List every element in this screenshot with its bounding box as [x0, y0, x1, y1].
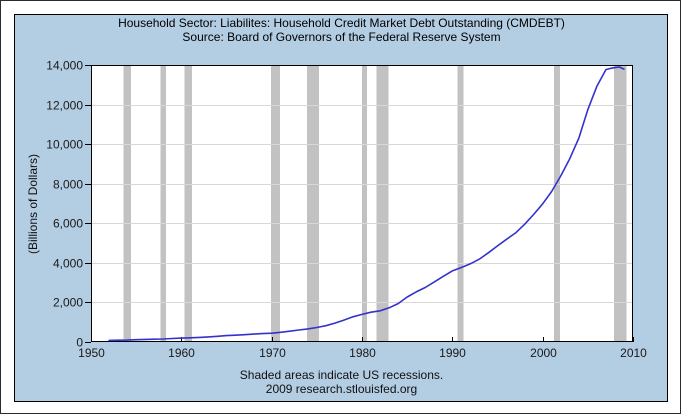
attribution-line: 2009 research.stlouisfed.org	[265, 382, 418, 396]
y-axis-label: (Billions of Dollars)	[26, 153, 40, 255]
recession-band	[270, 65, 280, 342]
x-tick-label: 1950	[78, 346, 105, 360]
x-tick-label: 1970	[259, 346, 286, 360]
y-tick-label: 0	[76, 336, 83, 350]
data-line-cmdebt	[108, 66, 625, 342]
recession-band	[123, 65, 131, 342]
recession-band	[160, 65, 167, 342]
recession-band	[184, 65, 192, 342]
x-tick-label: 2000	[530, 346, 557, 360]
y-tick-label: 12,000	[46, 99, 83, 113]
y-tick-label: 10,000	[46, 138, 83, 152]
chart-source-line: Source: Board of Governors of the Federa…	[182, 30, 501, 44]
y-tick-label: 6,000	[53, 217, 83, 231]
x-tick-label: 1990	[439, 346, 466, 360]
x-tick-label: 1980	[349, 346, 376, 360]
recession-band	[307, 65, 320, 342]
recession-band	[376, 65, 389, 342]
x-tick-label: 2010	[620, 346, 647, 360]
y-tick-label: 2,000	[53, 296, 83, 310]
y-tick-label: 8,000	[53, 178, 83, 192]
recession-band	[614, 65, 627, 342]
recession-note: Shaded areas indicate US recessions.	[239, 368, 444, 382]
y-tick-label: 14,000	[46, 59, 83, 73]
recession-band	[457, 65, 464, 342]
recession-band	[362, 65, 368, 342]
recession-band	[553, 65, 561, 342]
y-tick-label: 4,000	[53, 257, 83, 271]
x-tick-label: 1960	[168, 346, 195, 360]
chart-title: Household Sector: Liabilites: Household …	[118, 16, 565, 30]
